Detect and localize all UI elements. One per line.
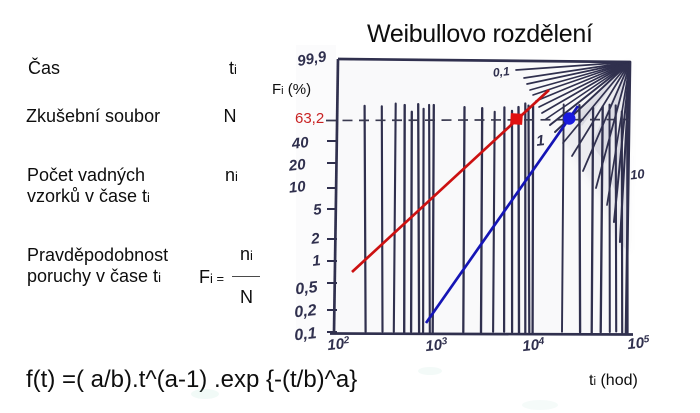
svg-text:5: 5 [312,201,323,219]
svg-text:99,9: 99,9 [296,48,328,70]
svg-text:1: 1 [535,132,545,150]
svg-text:0,1: 0,1 [492,64,510,80]
svg-text:40: 40 [290,134,310,153]
svg-text:10: 10 [288,178,307,197]
svg-text:0,5: 0,5 [295,279,320,298]
svg-text:2: 2 [309,230,321,248]
svg-text:0,2: 0,2 [294,302,318,321]
svg-text:104: 104 [522,336,546,355]
svg-text:105: 105 [627,334,651,353]
svg-text:0,1: 0,1 [294,325,318,344]
svg-text:103: 103 [425,336,449,355]
svg-text:10: 10 [629,166,646,183]
svg-text:20: 20 [287,156,307,175]
svg-text:102: 102 [327,335,351,354]
svg-text:1: 1 [311,252,321,270]
